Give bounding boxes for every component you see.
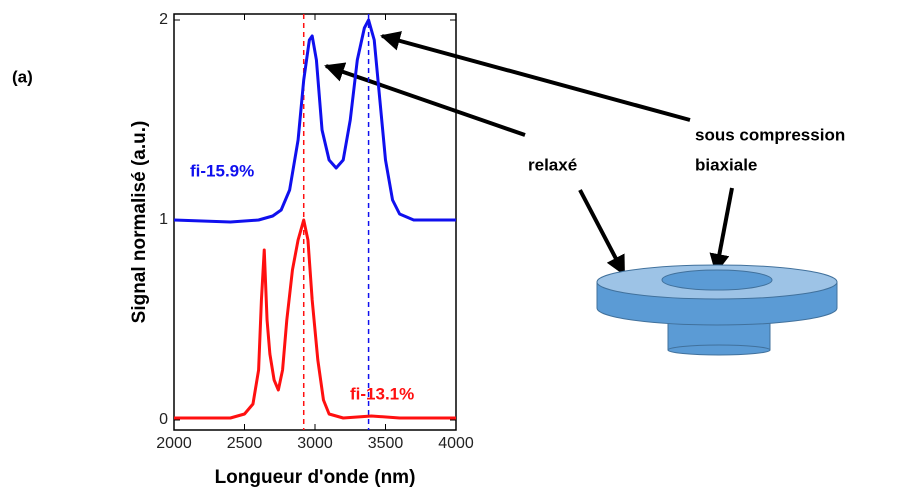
annotation: sous compression [695, 125, 845, 144]
x-tick-label: 3000 [297, 435, 333, 452]
x-tick-label: 2000 [156, 435, 192, 452]
series-line [174, 218, 456, 420]
series-line [173, 18, 456, 224]
x-tick-label: 2500 [227, 435, 263, 452]
series-label: fi-13.1% [350, 384, 414, 403]
panel-label: (a) [12, 67, 33, 86]
x-axis-label: Longueur d'onde (nm) [215, 467, 416, 488]
annotation: relaxé [528, 155, 577, 174]
arrows [324, 31, 734, 276]
annotation: biaxiale [695, 155, 757, 174]
y-axis-label: Signal normalisé (a.u.) [129, 121, 150, 324]
y-tick-label: 0 [159, 411, 168, 428]
series-label: fi-15.9% [190, 161, 254, 180]
x-tick-label: 3500 [368, 435, 404, 452]
x-tick-label: 4000 [438, 435, 474, 452]
disk-diagram [596, 264, 838, 356]
y-tick-label: 2 [159, 11, 168, 28]
y-tick-label: 1 [159, 211, 168, 228]
